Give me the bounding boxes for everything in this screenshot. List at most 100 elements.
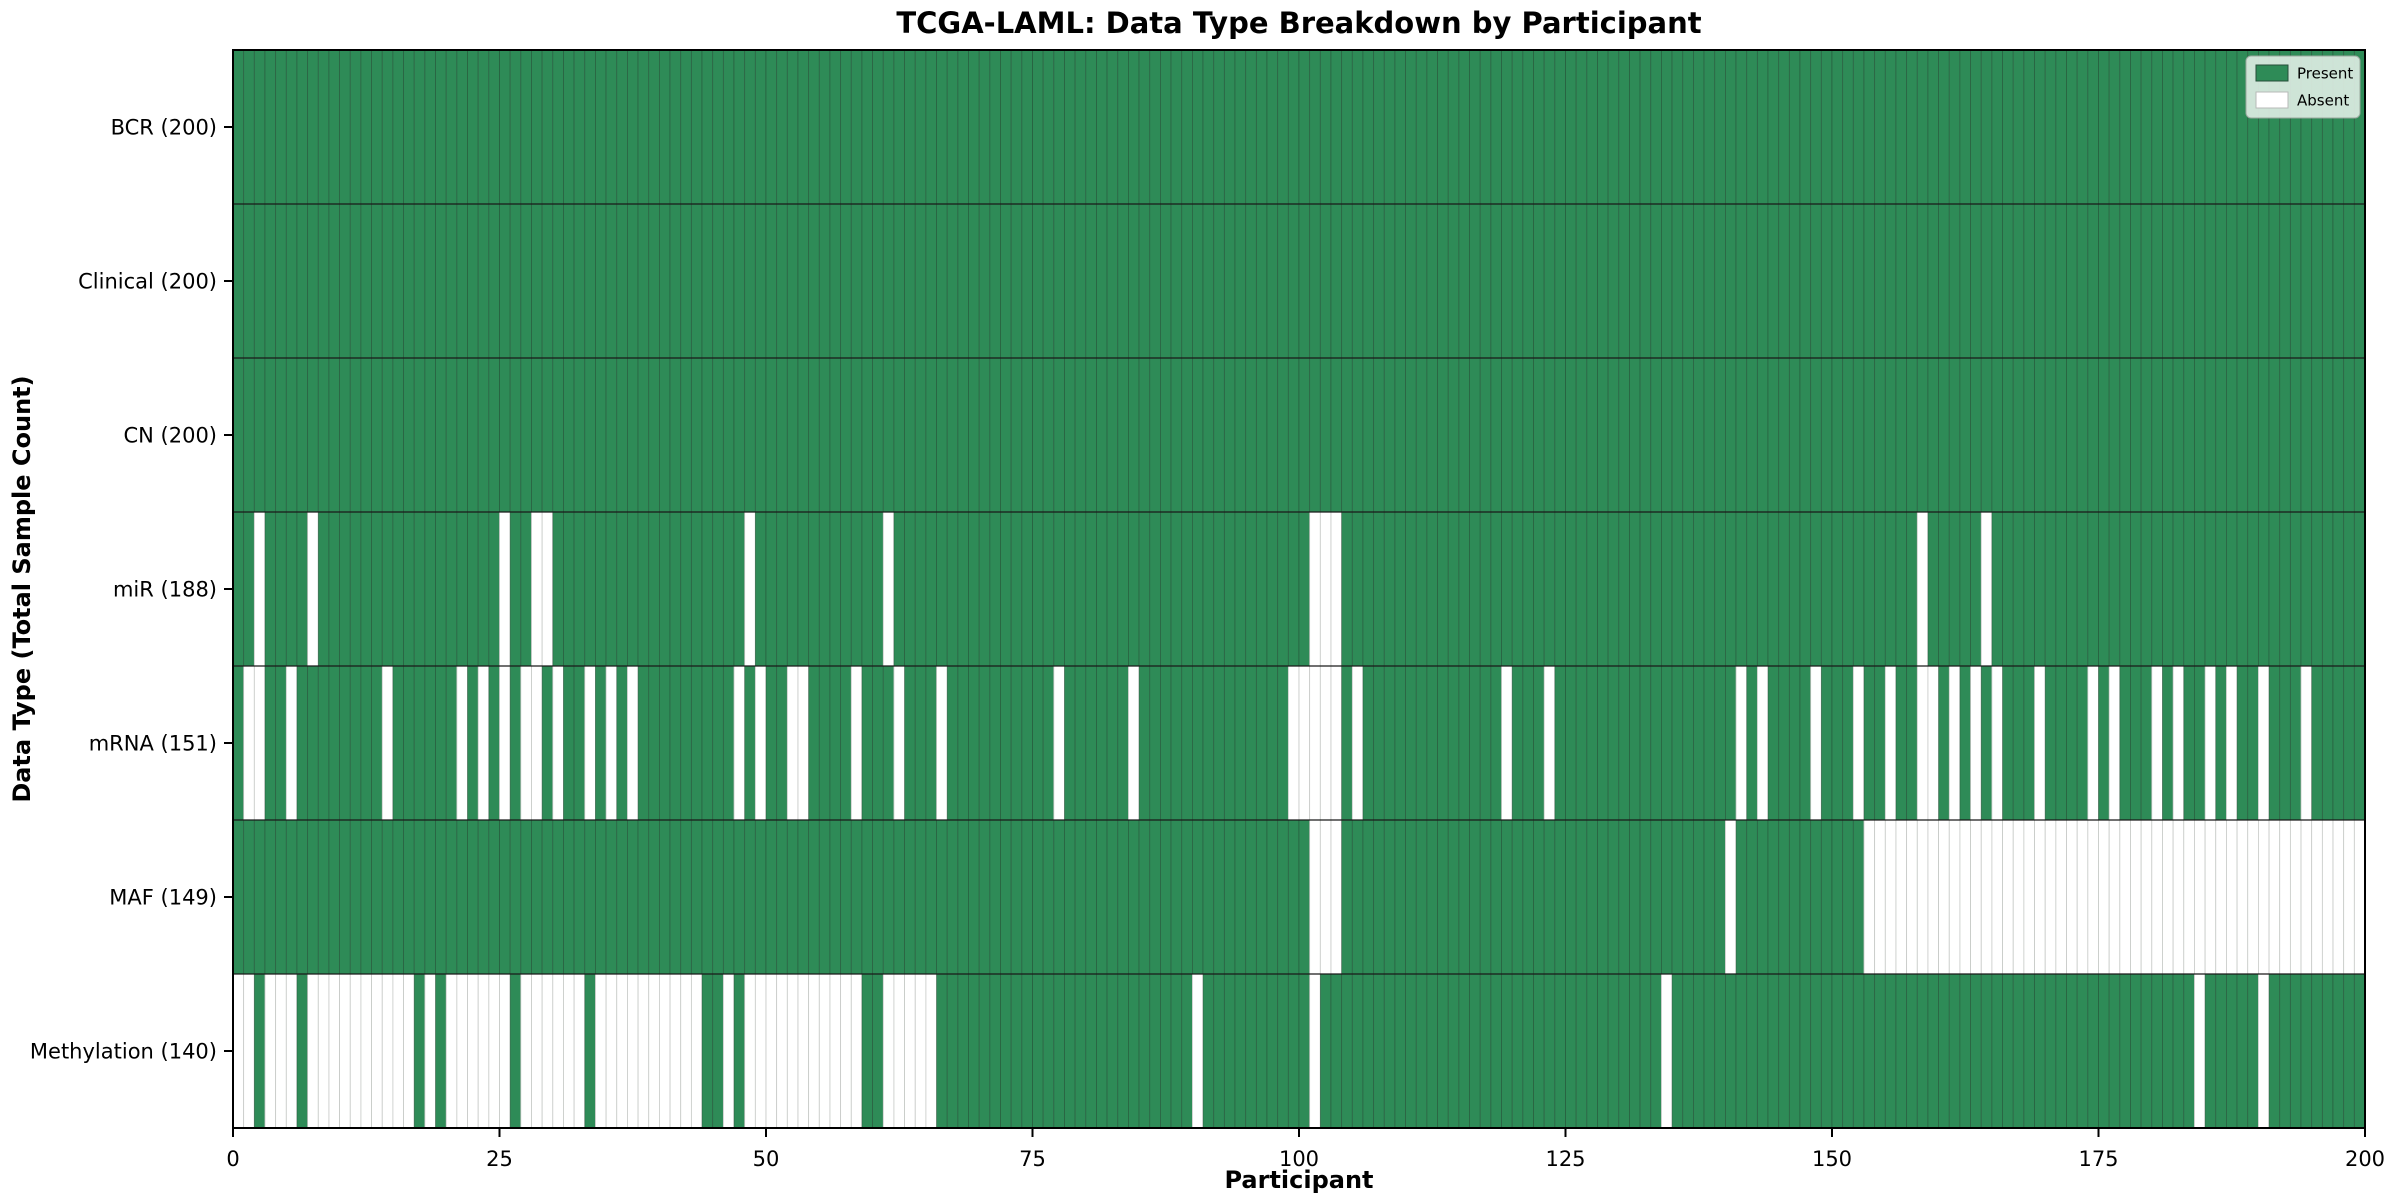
cell-mRNA-145 — [1778, 665, 1790, 821]
cell-Methylation-91 — [1202, 973, 1215, 1129]
cell-Methylation-172 — [2066, 973, 2078, 1129]
cell-Methylation-1 — [243, 973, 255, 1129]
cell-Clinical-113 — [1437, 203, 1449, 359]
cell-MAF-199 — [2353, 819, 2366, 975]
cell-Clinical-183 — [2183, 203, 2195, 359]
cell-mRNA-35 — [605, 665, 618, 821]
cell-Clinical-39 — [648, 203, 660, 359]
cell-Clinical-60 — [872, 203, 884, 359]
cell-Clinical-70 — [978, 203, 991, 359]
cell-Clinical-108 — [1383, 203, 1396, 359]
cell-MAF-76 — [1042, 819, 1055, 975]
cell-CN-146 — [1788, 357, 1801, 513]
cell-Clinical-170 — [2044, 203, 2057, 359]
cell-CN-193 — [2289, 357, 2302, 513]
cell-CN-80 — [1085, 357, 1097, 513]
cell-mRNA-0 — [232, 665, 245, 821]
cell-MAF-1 — [243, 819, 255, 975]
cell-mRNA-105 — [1351, 665, 1364, 821]
cell-BCR-59 — [861, 49, 874, 205]
cell-Clinical-145 — [1778, 203, 1790, 359]
cell-MAF-195 — [2311, 819, 2323, 975]
cell-BCR-58 — [850, 49, 863, 205]
cell-Clinical-114 — [1447, 203, 1460, 359]
cell-Methylation-139 — [1714, 973, 1726, 1129]
cell-CN-130 — [1618, 357, 1630, 513]
cell-Clinical-137 — [1693, 203, 1705, 359]
cell-CN-109 — [1394, 357, 1406, 513]
cell-MAF-155 — [1884, 819, 1897, 975]
cell-Clinical-42 — [680, 203, 692, 359]
cell-CN-74 — [1021, 357, 1033, 513]
cell-BCR-9 — [328, 49, 341, 205]
cell-Clinical-43 — [690, 203, 703, 359]
cell-CN-112 — [1426, 357, 1438, 513]
cell-Methylation-92 — [1213, 973, 1225, 1129]
cell-BCR-66 — [936, 49, 948, 205]
cell-CN-158 — [1916, 357, 1929, 513]
cell-BCR-42 — [680, 49, 692, 205]
cell-Methylation-180 — [2151, 973, 2163, 1129]
cell-Clinical-81 — [1096, 203, 1108, 359]
cell-BCR-156 — [1895, 49, 1908, 205]
cell-Clinical-146 — [1788, 203, 1801, 359]
cell-CN-24 — [488, 357, 500, 513]
cell-miR-70 — [978, 511, 991, 667]
cell-Methylation-23 — [477, 973, 490, 1129]
cell-miR-117 — [1479, 511, 1492, 667]
cell-CN-190 — [2257, 357, 2270, 513]
cell-MAF-59 — [861, 819, 874, 975]
cell-Methylation-34 — [595, 973, 607, 1129]
cell-MAF-175 — [2098, 819, 2110, 975]
cell-mRNA-174 — [2087, 665, 2099, 821]
cell-Clinical-19 — [435, 203, 447, 359]
cell-miR-127 — [1586, 511, 1598, 667]
cell-CN-186 — [2215, 357, 2227, 513]
cell-MAF-8 — [317, 819, 330, 975]
cell-Clinical-104 — [1341, 203, 1353, 359]
cell-MAF-141 — [1735, 819, 1748, 975]
cell-mRNA-163 — [1970, 665, 1982, 821]
cell-BCR-159 — [1927, 49, 1939, 205]
cell-CN-35 — [605, 357, 618, 513]
cell-Clinical-62 — [893, 203, 905, 359]
cell-miR-93 — [1223, 511, 1236, 667]
cell-Clinical-8 — [317, 203, 330, 359]
cell-BCR-40 — [659, 49, 671, 205]
cell-Clinical-176 — [2108, 203, 2121, 359]
cell-Methylation-33 — [584, 973, 596, 1129]
cell-CN-164 — [1980, 357, 1993, 513]
cell-Methylation-43 — [690, 973, 703, 1129]
cell-miR-152 — [1852, 511, 1865, 667]
cell-Clinical-128 — [1597, 203, 1609, 359]
cell-Clinical-117 — [1479, 203, 1492, 359]
cell-mRNA-199 — [2353, 665, 2366, 821]
cell-miR-102 — [1319, 511, 1332, 667]
cell-mRNA-193 — [2289, 665, 2302, 821]
cell-CN-32 — [573, 357, 586, 513]
cell-CN-53 — [797, 357, 810, 513]
cell-Clinical-46 — [722, 203, 735, 359]
y-tick-label-miR: miR (188) — [113, 578, 217, 602]
cell-Methylation-38 — [637, 973, 650, 1129]
cell-Clinical-58 — [850, 203, 863, 359]
cell-miR-174 — [2087, 511, 2099, 667]
cell-BCR-161 — [1948, 49, 1961, 205]
cell-BCR-180 — [2151, 49, 2163, 205]
cell-CN-176 — [2108, 357, 2121, 513]
cell-MAF-193 — [2289, 819, 2302, 975]
cell-Clinical-57 — [840, 203, 852, 359]
cell-Clinical-48 — [744, 203, 756, 359]
cell-miR-165 — [1991, 511, 2003, 667]
cell-Clinical-73 — [1010, 203, 1023, 359]
cell-MAF-144 — [1767, 819, 1780, 975]
cell-Methylation-148 — [1810, 973, 1822, 1129]
cell-miR-186 — [2215, 511, 2227, 667]
cell-Methylation-144 — [1767, 973, 1780, 1129]
cell-MAF-32 — [573, 819, 586, 975]
cell-mRNA-189 — [2247, 665, 2259, 821]
cell-Methylation-113 — [1437, 973, 1449, 1129]
cell-mRNA-177 — [2119, 665, 2131, 821]
cell-Methylation-71 — [989, 973, 1001, 1129]
cell-CN-102 — [1319, 357, 1332, 513]
